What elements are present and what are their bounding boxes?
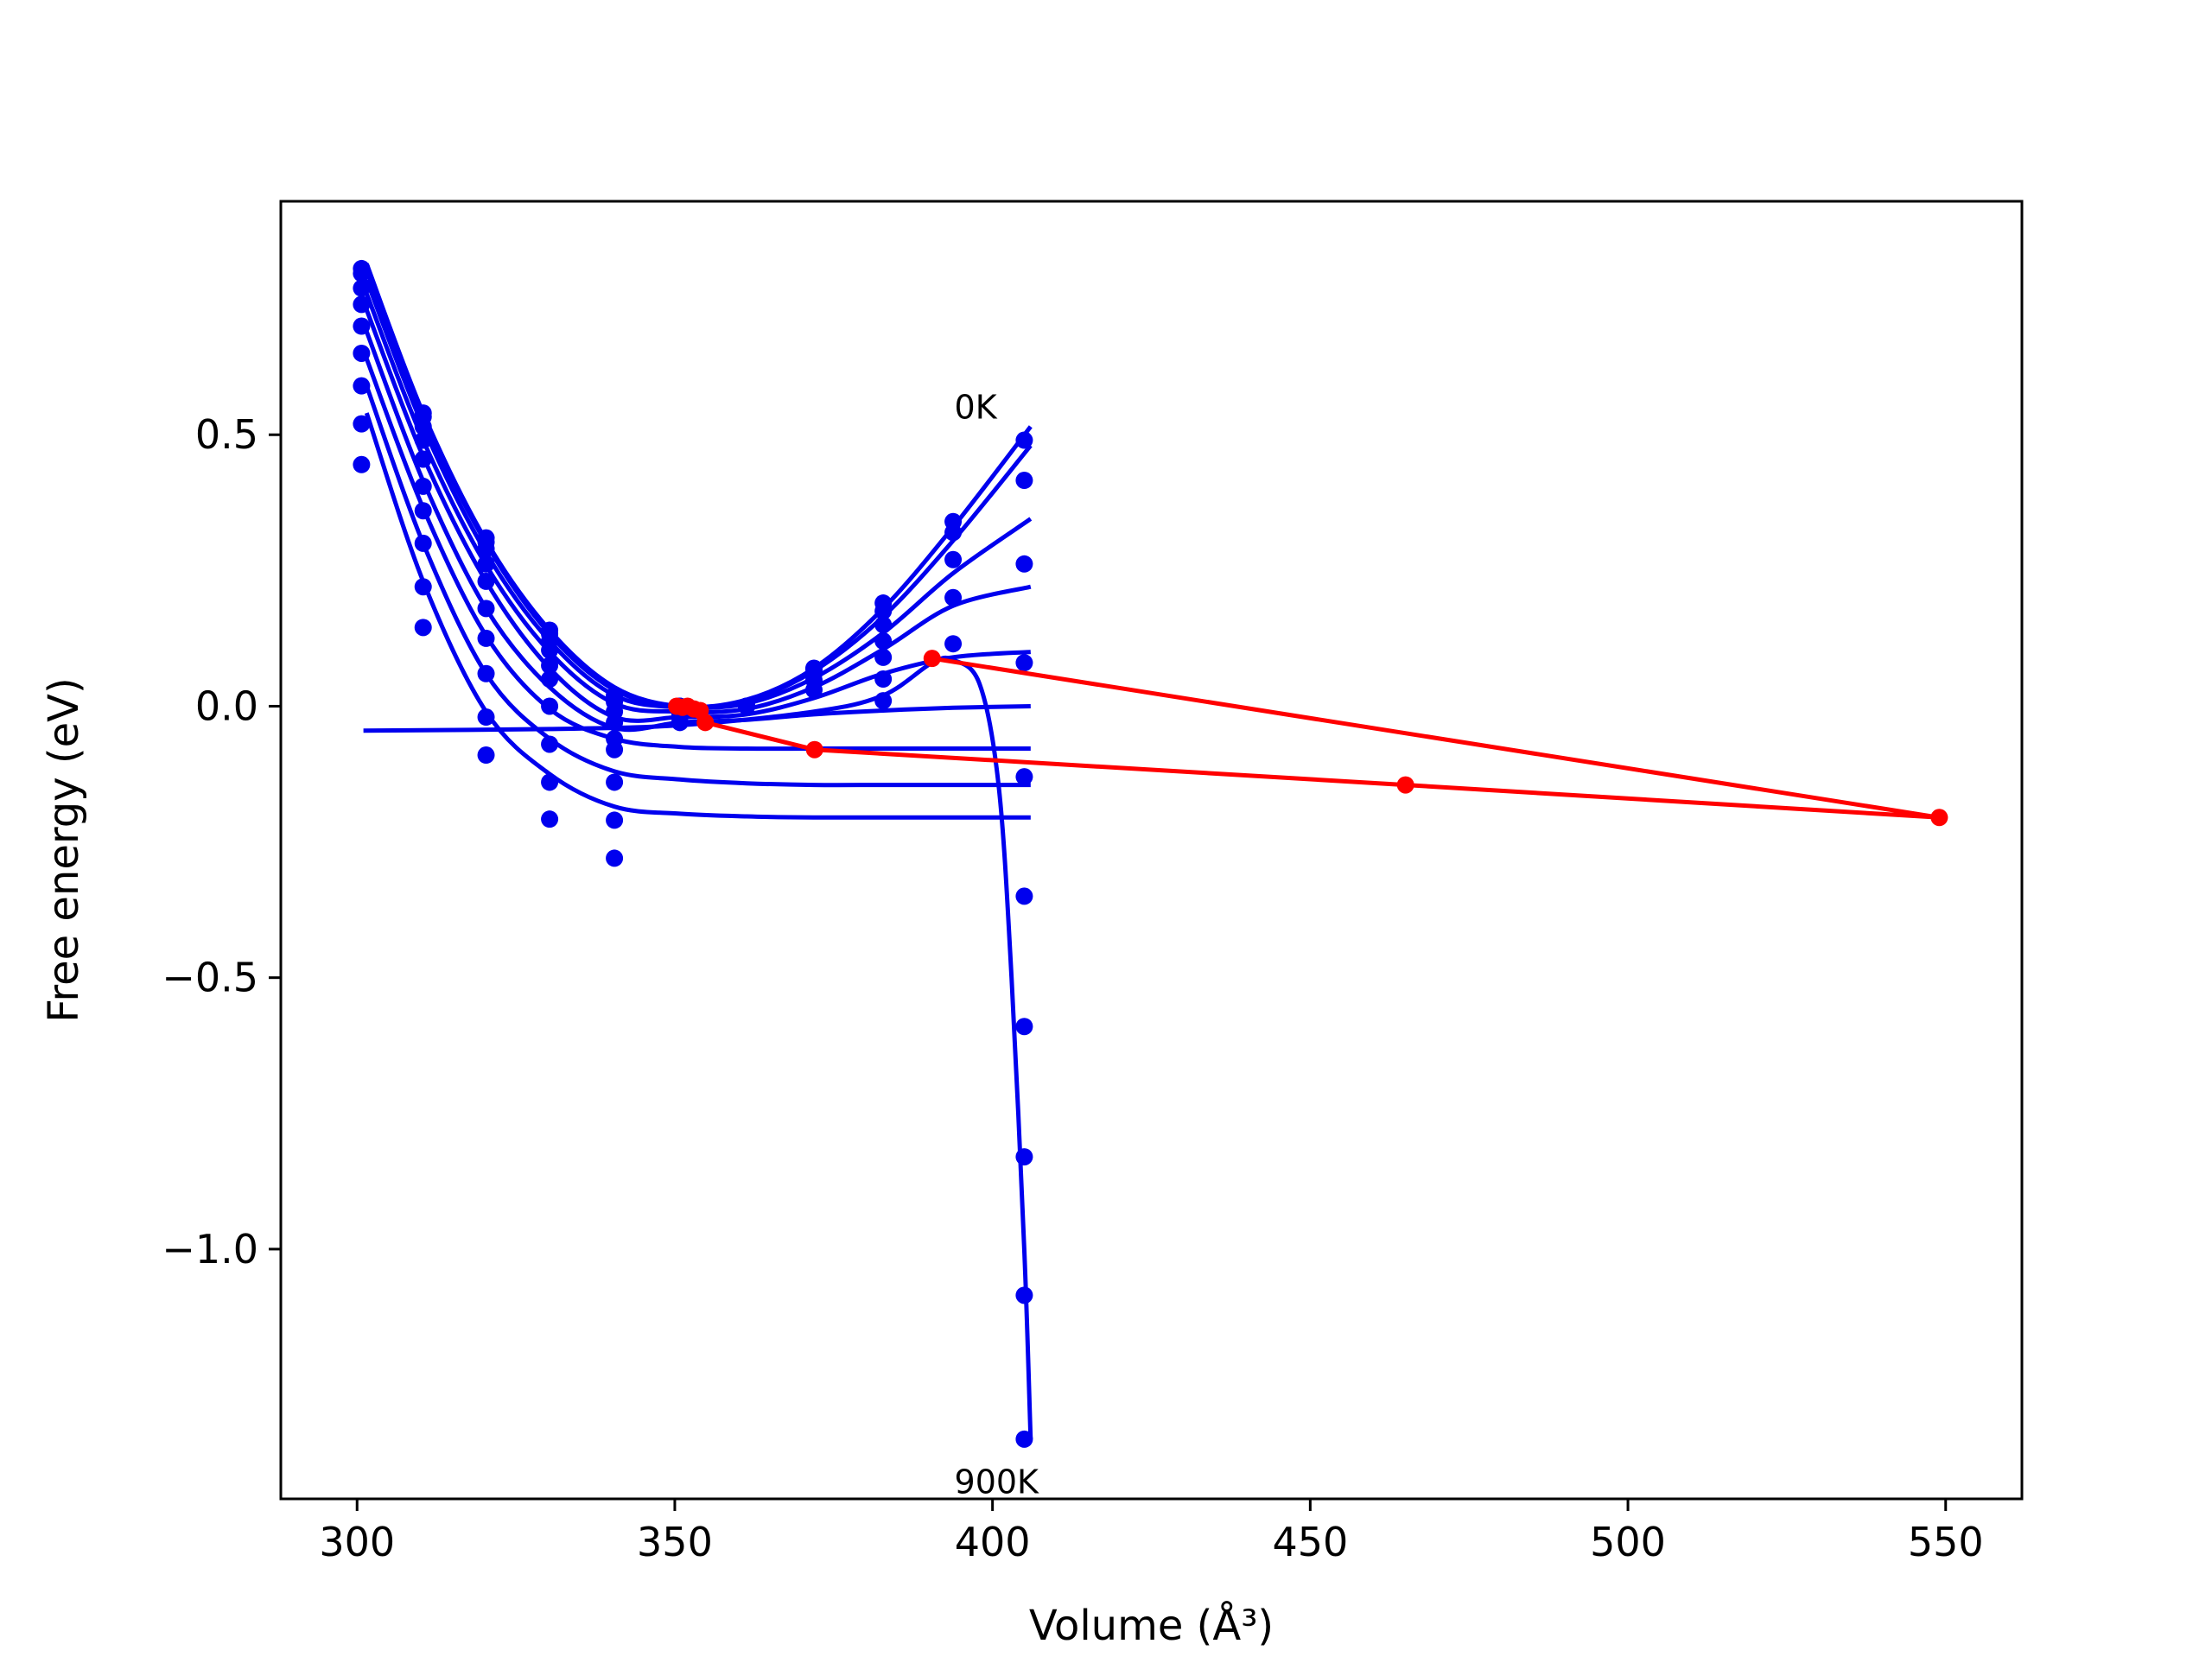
minimum-point-8 xyxy=(1930,809,1948,827)
data-point-400k-2 xyxy=(477,572,495,590)
data-point-200k-8 xyxy=(874,616,893,634)
y-tick-label-2: −0.5 xyxy=(162,955,258,1001)
data-point-200k-10 xyxy=(1015,555,1033,573)
data-point-500k-2 xyxy=(477,600,495,618)
data-point-800k-1 xyxy=(414,578,432,596)
data-point-0k-10 xyxy=(1015,431,1033,449)
data-point-500k-10 xyxy=(1015,887,1033,905)
fit-curve-600k xyxy=(364,358,1031,752)
data-point-500k-1 xyxy=(414,477,432,495)
data-point-700k-5 xyxy=(671,714,689,732)
data-point-500k-3 xyxy=(541,670,559,689)
axis-ticks: 300 350 400 450 500 550 0.5 0.0 −0.5 −1.0 xyxy=(162,411,1983,1565)
data-point-900k-1 xyxy=(414,619,432,637)
data-point-200k-0 xyxy=(353,279,371,297)
data-point-300k-2 xyxy=(477,555,495,573)
data-point-800k-3 xyxy=(541,773,559,791)
data-point-300k-1 xyxy=(414,431,432,449)
annotation-900k: 900K xyxy=(955,1463,1040,1501)
data-point-400k-0 xyxy=(353,317,371,335)
minima-path xyxy=(668,650,1948,827)
data-point-800k-4 xyxy=(606,811,624,829)
data-point-900k-2 xyxy=(477,746,495,765)
data-point-600k-2 xyxy=(477,629,495,647)
data-point-400k-3 xyxy=(541,657,559,675)
x-tick-label-400: 400 xyxy=(955,1519,1031,1565)
data-point-700k-2 xyxy=(477,664,495,682)
fit-curve-300k xyxy=(364,292,1032,714)
x-tick-label-500: 500 xyxy=(1590,1519,1666,1565)
data-point-700k-1 xyxy=(414,534,432,552)
data-point-600k-10 xyxy=(1015,1018,1033,1036)
data-point-700k-0 xyxy=(353,415,371,433)
data-point-100k-8 xyxy=(874,602,893,620)
y-tick-label-1: 0.0 xyxy=(195,682,258,729)
data-point-200k-2 xyxy=(477,540,495,558)
data-point-600k-1 xyxy=(414,502,432,520)
data-point-100k-0 xyxy=(353,264,371,282)
fit-curve-800k xyxy=(364,412,1031,820)
minimum-point-7 xyxy=(1396,776,1414,794)
data-point-400k-6 xyxy=(738,697,756,715)
data-point-700k-10 xyxy=(1015,1148,1033,1166)
data-point-900k-10 xyxy=(1015,1430,1033,1448)
data-point-800k-2 xyxy=(477,708,495,727)
data-point-600k-4 xyxy=(606,740,624,759)
data-point-600k-0 xyxy=(353,377,371,395)
minimum-point-6 xyxy=(805,740,823,759)
data-point-600k-3 xyxy=(541,697,559,715)
data-point-500k-0 xyxy=(353,344,371,362)
data-point-400k-4 xyxy=(606,714,624,732)
fit-curve-400k xyxy=(364,308,1031,723)
data-point-800k-10 xyxy=(1015,1286,1033,1304)
fit-curve-200k xyxy=(364,279,1033,711)
data-point-900k-3 xyxy=(541,810,559,828)
x-tick-label-550: 550 xyxy=(1908,1519,1984,1565)
data-point-200k-9 xyxy=(944,550,963,568)
data-points xyxy=(353,259,1033,1448)
data-point-400k-8 xyxy=(874,648,893,666)
data-point-900k-4 xyxy=(606,849,624,867)
data-point-400k-9 xyxy=(944,635,963,653)
data-point-500k-8 xyxy=(874,670,893,689)
data-point-700k-4 xyxy=(606,773,624,791)
data-point-400k-7 xyxy=(805,681,823,699)
x-tick-label-300: 300 xyxy=(319,1519,395,1565)
data-point-600k-8 xyxy=(874,692,893,710)
x-axis-label: Volume (Å³) xyxy=(1029,1601,1274,1650)
data-point-300k-8 xyxy=(874,632,893,651)
data-point-100k-9 xyxy=(944,524,963,542)
data-point-300k-9 xyxy=(944,588,963,606)
data-point-800k-0 xyxy=(353,455,371,473)
data-point-400k-10 xyxy=(1015,768,1033,786)
plot-area-frame xyxy=(279,200,2024,1501)
data-point-100k-10 xyxy=(1015,472,1033,490)
data-point-300k-3 xyxy=(541,641,559,659)
data-point-300k-10 xyxy=(1015,654,1033,672)
minimum-point-9 xyxy=(923,650,941,668)
x-tick-label-350: 350 xyxy=(637,1519,713,1565)
annotation-0k: 0K xyxy=(955,388,998,426)
data-point-700k-3 xyxy=(541,735,559,753)
y-tick-label-0: 0.5 xyxy=(195,411,258,458)
data-point-300k-0 xyxy=(353,295,371,314)
fit-curve-700k xyxy=(364,384,1031,788)
minimum-point-5 xyxy=(696,714,715,732)
x-tick-label-450: 450 xyxy=(1272,1519,1348,1565)
data-point-200k-1 xyxy=(414,417,432,435)
y-tick-label-3: −1.0 xyxy=(162,1226,258,1273)
fit-curves xyxy=(363,263,1033,1439)
data-point-400k-1 xyxy=(414,450,432,468)
y-axis-label: Free energy (eV) xyxy=(40,677,88,1022)
